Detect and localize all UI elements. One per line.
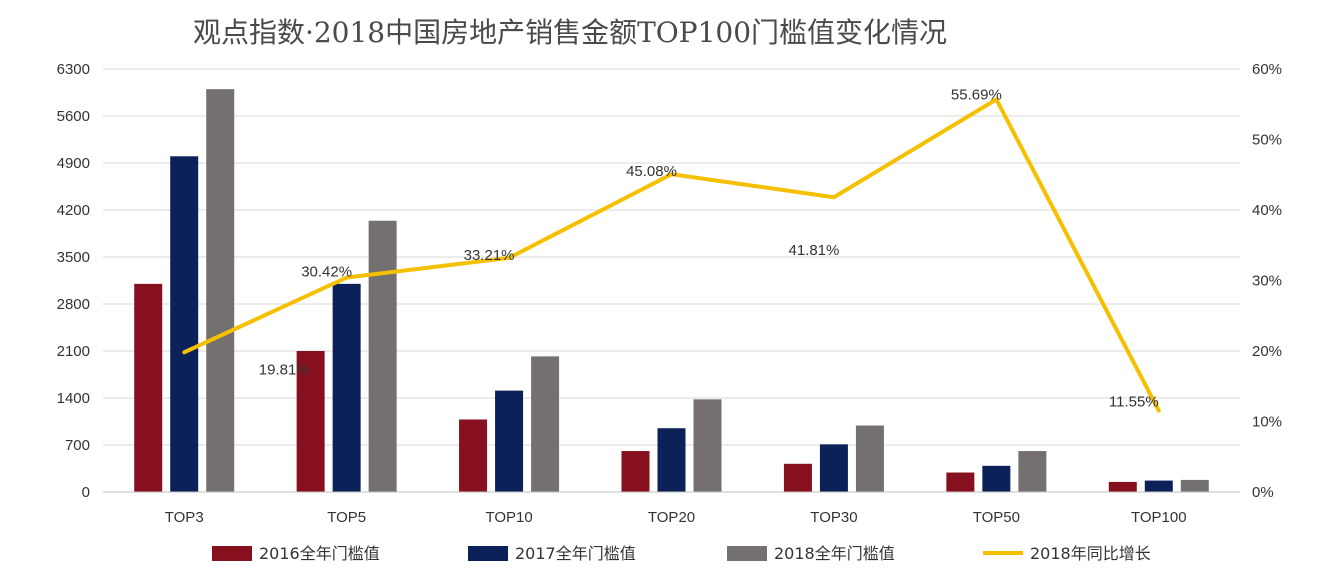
line-layer bbox=[182, 97, 1161, 413]
growth-label: 11.55% bbox=[1109, 394, 1159, 411]
bars-layer bbox=[134, 89, 1209, 493]
bar-2017全年门槛值-TOP20 bbox=[657, 428, 686, 492]
bar-2018全年门槛值-TOP3 bbox=[206, 89, 235, 493]
y-right-tick-label: 50% bbox=[1252, 132, 1282, 149]
y-left-tick-label: 2800 bbox=[57, 296, 90, 313]
growth-label: 41.81% bbox=[788, 242, 839, 259]
legend-label: 2017全年门槛值 bbox=[515, 544, 636, 563]
x-category-label: TOP10 bbox=[485, 509, 532, 526]
legend-swatch bbox=[468, 546, 508, 561]
growth-label: 30.42% bbox=[301, 264, 352, 281]
legend-label: 2016全年门槛值 bbox=[259, 544, 380, 563]
y-right-tick-label: 40% bbox=[1252, 202, 1282, 219]
growth-label: 33.21% bbox=[464, 247, 515, 264]
bar-2017全年门槛值-TOP50 bbox=[982, 465, 1011, 492]
y-right-tick-label: 0% bbox=[1252, 484, 1274, 501]
bar-2018全年门槛值-TOP100 bbox=[1180, 479, 1209, 492]
y-left-tick-label: 6300 bbox=[57, 61, 90, 78]
bar-2017全年门槛值-TOP100 bbox=[1144, 480, 1173, 492]
bar-2016全年门槛值-TOP3 bbox=[134, 283, 163, 492]
data-labels-layer: 19.81% 30.42% 33.21% 45.08% 41.81% 55.69% 11.5… bbox=[259, 86, 1159, 410]
y-left-tick-label: 0 bbox=[82, 484, 90, 501]
y-left-tick-label: 4900 bbox=[57, 155, 90, 172]
bar-2016全年门槛值-TOP20 bbox=[621, 451, 650, 492]
growth-label: 45.08% bbox=[626, 163, 677, 180]
legend-label: 2018全年门槛值 bbox=[774, 544, 895, 563]
bar-2016全年门槛值-TOP10 bbox=[459, 419, 488, 492]
x-category-label: TOP3 bbox=[165, 509, 204, 526]
bar-2016全年门槛值-TOP100 bbox=[1108, 481, 1137, 492]
x-category-label: TOP50 bbox=[973, 509, 1020, 526]
bar-2018全年门槛值-TOP50 bbox=[1018, 451, 1047, 492]
bar-2018全年门槛值-TOP10 bbox=[531, 356, 560, 492]
y-left-tick-label: 4200 bbox=[57, 202, 90, 219]
bar-2017全年门槛值-TOP5 bbox=[332, 283, 361, 492]
growth-label: 55.69% bbox=[951, 86, 1002, 103]
bar-2017全年门槛值-TOP10 bbox=[495, 390, 524, 492]
y-right-tick-label: 10% bbox=[1252, 414, 1282, 431]
y-right-tick-label: 30% bbox=[1252, 273, 1282, 290]
y-right-tick-label: 60% bbox=[1252, 61, 1282, 78]
x-category-label: TOP30 bbox=[810, 509, 857, 526]
bar-2018全年门槛值-TOP30 bbox=[855, 425, 884, 492]
y-left-tick-label: 2100 bbox=[57, 343, 90, 360]
bar-2016全年门槛值-TOP30 bbox=[783, 463, 812, 492]
y-right-tick-label: 20% bbox=[1252, 343, 1282, 360]
bar-2018全年门槛值-TOP20 bbox=[693, 399, 722, 492]
x-category-label: TOP100 bbox=[1131, 509, 1187, 526]
axes-layer: 0 700 1400 2100 2800 3500 4200 4900 5600 6300 0% 10… bbox=[57, 61, 1282, 526]
legend-swatch bbox=[727, 546, 767, 561]
growth-line bbox=[182, 97, 1161, 413]
y-left-tick-label: 700 bbox=[65, 437, 90, 454]
x-category-label: TOP5 bbox=[327, 509, 366, 526]
bar-2017全年门槛值-TOP3 bbox=[170, 156, 199, 493]
legend: 2016全年门槛值 2017全年门槛值 2018全年门槛值 2018年同比增长 bbox=[212, 544, 1151, 563]
chart-title: 观点指数·2018中国房地产销售金额TOP100门槛值变化情况 bbox=[193, 16, 947, 49]
bar-2018全年门槛值-TOP5 bbox=[368, 220, 397, 492]
bar-2016全年门槛值-TOP5 bbox=[296, 351, 325, 492]
bar-2017全年门槛值-TOP30 bbox=[819, 444, 848, 492]
growth-label: 19.81% bbox=[259, 361, 310, 378]
legend-swatch bbox=[212, 546, 252, 561]
bar-2016全年门槛值-TOP50 bbox=[946, 472, 975, 492]
y-left-tick-label: 1400 bbox=[57, 390, 90, 407]
x-category-label: TOP20 bbox=[648, 509, 695, 526]
y-left-tick-label: 3500 bbox=[57, 249, 90, 266]
grid-layer bbox=[103, 68, 1240, 446]
y-left-tick-label: 5600 bbox=[57, 108, 90, 125]
legend-label: 2018年同比增长 bbox=[1030, 544, 1151, 563]
